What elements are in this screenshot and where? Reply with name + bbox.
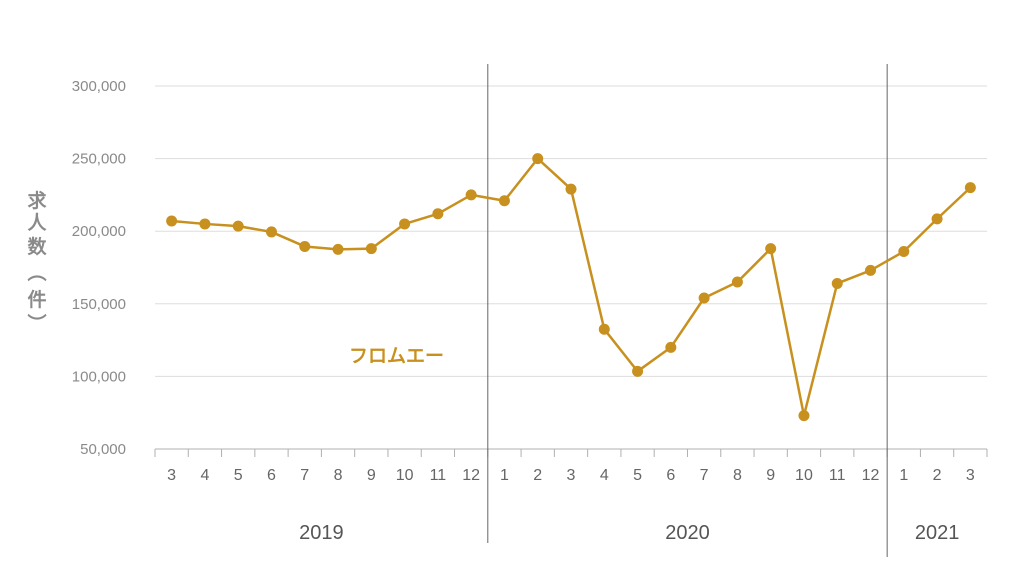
data-point	[465, 189, 477, 201]
x-tick-label: 4	[200, 467, 209, 484]
series-layer: フロムエー	[166, 153, 976, 422]
x-tick-label: 9	[367, 467, 376, 484]
year-labels: 2019 2020 2021	[299, 522, 959, 544]
x-tick-label: 12	[462, 467, 480, 484]
data-point	[798, 410, 810, 422]
x-tick-label: 5	[633, 467, 642, 484]
data-point	[898, 246, 910, 258]
x-tick-label: 4	[600, 467, 609, 484]
x-tick-label: 3	[966, 467, 975, 484]
data-point	[432, 208, 444, 220]
x-tick-label: 9	[766, 467, 775, 484]
x-tick-label: 10	[795, 467, 813, 484]
axes	[154, 64, 988, 557]
x-tick-labels: 3 4 5 6 7 8 9 10 11 12 1 2 3 4 5 6 7 8 9 10 11 12 1 2 3	[167, 467, 975, 484]
x-tick-label: 3	[167, 467, 176, 484]
x-tick-label: 2	[933, 467, 942, 484]
x-tick-label: 7	[700, 467, 709, 484]
x-tick-label: 6	[267, 467, 276, 484]
data-point	[365, 243, 377, 255]
y-tick-label: 200,000	[72, 223, 126, 240]
y-tick-labels: 50,000 100,000 150,000 200,000 250,000 300,00…	[72, 78, 126, 458]
data-point	[931, 213, 943, 225]
x-tick-label: 1	[899, 467, 908, 484]
y-axis-label: 求人数 （ 件 ）	[25, 189, 48, 333]
data-point	[698, 292, 710, 304]
data-point	[399, 218, 411, 230]
data-point	[565, 183, 577, 195]
data-point	[765, 243, 777, 255]
data-point	[632, 365, 644, 377]
y-tick-label: 300,000	[72, 78, 126, 95]
x-tick-label: 10	[396, 467, 414, 484]
x-tick-label: 5	[234, 467, 243, 484]
x-tick-label: 8	[733, 467, 742, 484]
year-label: 2021	[915, 522, 960, 544]
data-point	[831, 277, 843, 289]
y-tick-label: 50,000	[80, 441, 126, 458]
series-line	[171, 157, 972, 417]
data-point	[532, 153, 544, 165]
data-point	[964, 182, 976, 194]
series-label: フロムエー	[349, 345, 444, 367]
x-tick-label: 3	[567, 467, 576, 484]
data-point	[199, 218, 211, 230]
y-tick-label: 250,000	[72, 151, 126, 168]
y-axis-label-char: 人	[27, 212, 47, 234]
data-point	[232, 220, 244, 232]
data-point	[598, 323, 610, 335]
x-tick-label: 7	[300, 467, 309, 484]
data-point	[299, 240, 311, 252]
y-axis-label-char: （	[25, 262, 48, 281]
data-point	[265, 226, 277, 238]
y-tick-label: 100,000	[72, 368, 126, 385]
x-tick-label: 11	[829, 467, 846, 484]
x-tick-label: 11	[430, 467, 447, 484]
data-point	[498, 195, 510, 207]
data-point	[332, 243, 344, 255]
gridlines	[155, 85, 987, 450]
y-tick-label: 150,000	[72, 296, 126, 313]
x-tick-label: 8	[334, 467, 343, 484]
year-label: 2020	[665, 522, 710, 544]
year-label: 2019	[299, 522, 344, 544]
y-axis-label-char: 求	[27, 189, 47, 212]
x-tick-label: 12	[862, 467, 880, 484]
data-point	[665, 341, 677, 353]
y-axis-label-char: 数	[27, 235, 47, 258]
y-axis-label-char: ）	[25, 313, 48, 332]
y-axis-label-char: 件	[27, 288, 46, 311]
x-tick-label: 1	[500, 467, 509, 484]
data-point	[166, 215, 178, 227]
x-tick-label: 2	[533, 467, 542, 484]
x-tick-label: 6	[666, 467, 675, 484]
data-point	[865, 264, 877, 276]
data-point	[731, 276, 743, 288]
